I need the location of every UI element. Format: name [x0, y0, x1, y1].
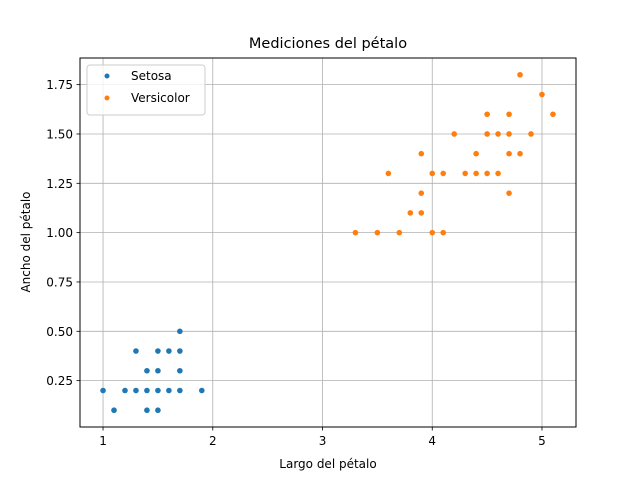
data-point-versicolor: [495, 131, 501, 137]
data-point-setosa: [155, 387, 161, 394]
data-point-setosa: [166, 348, 172, 354]
data-point-setosa: [155, 348, 161, 354]
data-point-setosa: [155, 367, 161, 374]
x-axis-label: Largo del pétalo: [279, 457, 376, 471]
data-point-setosa: [177, 328, 183, 335]
legend-box: [86, 64, 206, 116]
data-point-versicolor: [418, 210, 425, 216]
legend-marker-setosa: [104, 73, 110, 79]
axes-frame: [79, 57, 577, 428]
data-point-setosa: [133, 387, 139, 394]
x-tick-label: 5: [538, 434, 546, 448]
data-point-setosa: [166, 387, 172, 394]
data-point-setosa: [100, 387, 106, 394]
data-point-versicolor: [385, 170, 392, 177]
data-point-versicolor: [517, 150, 523, 157]
data-point-versicolor: [484, 170, 490, 177]
data-point-setosa: [199, 387, 205, 394]
data-point-versicolor: [517, 71, 523, 78]
data-point-versicolor: [528, 131, 534, 137]
legend-marker-versicolor: [104, 95, 110, 101]
y-tick-label: 0.75: [46, 275, 73, 289]
legend-label-versicolor: Versicolor: [131, 91, 190, 105]
y-axis-label: Ancho del pétalo: [19, 191, 33, 292]
y-tick-label: 0.50: [46, 325, 73, 339]
x-tick-label: 4: [428, 434, 436, 448]
y-axis-ticks: 0.25 0.50 0.75 1.00 1.25 1.50 1.75: [46, 78, 80, 388]
data-point-versicolor: [539, 91, 545, 98]
x-tick-label: 1: [99, 434, 107, 448]
data-point-versicolor: [374, 229, 381, 236]
data-point-setosa: [144, 387, 150, 394]
axes-background: [80, 58, 576, 427]
data-point-setosa: [111, 407, 117, 414]
data-point-setosa: [155, 407, 161, 414]
y-tick-label: 1.50: [46, 127, 73, 141]
data-points: [100, 71, 556, 414]
data-point-versicolor: [440, 170, 447, 177]
chart-title: Mediciones del pétalo: [249, 36, 407, 52]
legend: Setosa Versicolor: [86, 64, 206, 116]
data-point-versicolor: [506, 131, 512, 137]
data-point-versicolor: [473, 150, 479, 157]
data-point-versicolor: [418, 150, 425, 157]
data-point-versicolor: [396, 229, 403, 236]
data-point-setosa: [177, 387, 183, 394]
y-tick-label: 1.25: [46, 177, 73, 191]
x-axis-ticks: 1 2 3 4 5: [99, 427, 546, 448]
data-point-versicolor: [484, 111, 490, 118]
x-tick-label: 3: [319, 434, 327, 448]
data-point-versicolor: [429, 170, 436, 177]
data-point-setosa: [144, 367, 150, 374]
data-point-versicolor: [506, 150, 512, 157]
x-tick-label: 2: [209, 434, 217, 448]
data-point-setosa: [122, 387, 128, 394]
data-point-versicolor: [451, 131, 457, 137]
data-point-setosa: [177, 348, 183, 354]
data-point-versicolor: [484, 131, 490, 137]
data-point-setosa: [133, 348, 139, 354]
plot-area: [79, 57, 577, 428]
data-point-setosa: [144, 407, 150, 414]
data-point-versicolor: [506, 111, 512, 118]
data-point-versicolor: [550, 111, 556, 118]
y-tick-label: 1.75: [46, 78, 73, 92]
data-point-versicolor: [495, 170, 501, 177]
data-point-versicolor: [462, 170, 468, 177]
data-point-versicolor: [418, 190, 425, 196]
y-tick-label: 0.25: [46, 374, 73, 388]
data-point-versicolor: [352, 229, 359, 236]
legend-label-setosa: Setosa: [131, 69, 172, 83]
data-point-setosa: [177, 367, 183, 374]
data-point-versicolor: [429, 229, 436, 236]
data-point-versicolor: [407, 210, 414, 216]
y-tick-label: 1.00: [46, 226, 73, 240]
data-point-versicolor: [506, 190, 512, 196]
data-point-versicolor: [440, 229, 447, 236]
grid-lines: [80, 58, 576, 427]
data-point-versicolor: [473, 170, 479, 177]
